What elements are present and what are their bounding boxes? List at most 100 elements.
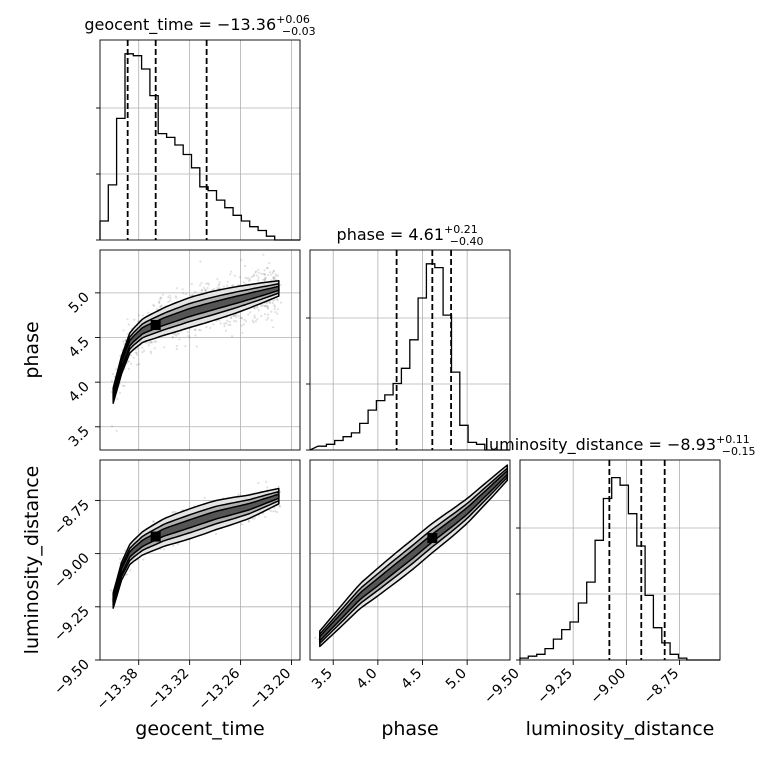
sample-point — [314, 636, 317, 639]
histogram-phase — [309, 263, 510, 451]
sample-point — [118, 391, 121, 394]
sample-point — [171, 511, 174, 514]
y-axis-label-phase: phase — [21, 321, 43, 378]
sample-point — [255, 274, 258, 277]
sample-point — [247, 277, 250, 280]
sample-point — [263, 278, 266, 281]
sample-point — [227, 323, 230, 326]
sample-point — [126, 333, 129, 336]
title-label: phase = — [337, 225, 409, 244]
sample-point — [235, 313, 238, 316]
sample-point — [204, 288, 207, 291]
sample-point — [278, 505, 281, 508]
sample-point — [271, 271, 274, 275]
sample-point — [264, 304, 267, 307]
sample-point — [151, 341, 154, 344]
sample-point — [149, 341, 153, 344]
sample-point — [238, 276, 242, 279]
sample-point — [230, 316, 233, 319]
sample-point — [167, 296, 170, 299]
sample-point — [188, 336, 191, 339]
sample-point — [232, 284, 235, 287]
sample-point — [257, 268, 260, 271]
sample-point — [122, 340, 125, 343]
sample-point — [157, 301, 161, 304]
sample-point — [149, 352, 152, 355]
sample-point — [273, 278, 276, 281]
sample-point — [111, 425, 114, 428]
sample-point — [275, 275, 278, 278]
sample-point — [277, 485, 280, 488]
sample-point — [206, 287, 209, 290]
title-median: 4.61 — [408, 225, 444, 244]
sample-point — [274, 510, 277, 513]
x-tick-label: 4.5 — [398, 666, 425, 693]
sample-point — [141, 351, 144, 354]
sample-point — [247, 519, 250, 522]
sample-point — [126, 573, 129, 576]
sample-point — [159, 296, 162, 299]
sample-point — [205, 326, 208, 329]
sample-point — [262, 272, 265, 276]
sample-point — [198, 284, 202, 287]
panel-title-luminosity-distance: luminosity_distance = −8.93+0.11 −0.15 — [485, 433, 756, 458]
contour-level-3 — [319, 469, 509, 642]
sample-point — [194, 328, 197, 331]
y-tick-label: 3.5 — [66, 423, 93, 450]
sample-point — [263, 278, 266, 281]
sample-point — [247, 313, 250, 316]
sample-point — [248, 279, 251, 282]
x-tick-label: −13.26 — [195, 665, 243, 713]
sample-point — [158, 301, 161, 304]
title-plus: +0.06 — [276, 13, 310, 26]
sample-point — [261, 304, 265, 307]
sample-point — [153, 347, 156, 350]
sample-point — [174, 333, 177, 336]
histogram-geocent-time — [99, 53, 300, 241]
density-peak — [427, 533, 438, 544]
sample-point — [175, 347, 178, 351]
sample-point — [254, 320, 257, 323]
x-tick-label: −9.50 — [481, 666, 523, 708]
sample-point — [175, 296, 178, 299]
sample-point — [264, 313, 267, 316]
sample-point — [240, 317, 244, 320]
sample-point — [142, 558, 145, 561]
sample-point — [203, 496, 206, 499]
contour-level-3 — [112, 493, 280, 604]
sample-point — [199, 329, 202, 332]
sample-point — [231, 335, 234, 338]
sample-point — [160, 304, 163, 307]
sample-point — [273, 506, 276, 509]
sample-point — [280, 301, 283, 304]
sample-point — [167, 300, 170, 303]
sample-point — [212, 323, 215, 326]
sample-point — [250, 275, 253, 279]
y-tick-label: 4.5 — [66, 334, 93, 361]
sample-point — [265, 318, 268, 321]
sample-point — [273, 305, 277, 308]
sample-point — [267, 313, 270, 316]
x-tick-label: 4.0 — [354, 666, 381, 693]
sample-point — [230, 270, 233, 273]
sample-point — [159, 305, 162, 308]
sample-point — [263, 304, 267, 308]
sample-point — [218, 287, 221, 290]
sample-point — [233, 274, 236, 277]
sample-point — [152, 520, 155, 523]
sample-point — [257, 279, 260, 282]
sample-point — [123, 343, 126, 346]
histogram-luminosity-distance — [519, 476, 720, 661]
sample-point — [194, 290, 197, 293]
sample-point — [224, 329, 228, 332]
sample-point — [253, 307, 256, 310]
sample-point — [134, 351, 137, 354]
sample-point — [158, 298, 161, 301]
sample-point — [176, 333, 179, 336]
sample-point — [276, 299, 279, 302]
sample-point — [269, 301, 272, 304]
sample-point — [199, 260, 202, 263]
sample-point — [240, 523, 243, 526]
sample-point — [226, 284, 229, 287]
sample-point — [255, 270, 258, 273]
